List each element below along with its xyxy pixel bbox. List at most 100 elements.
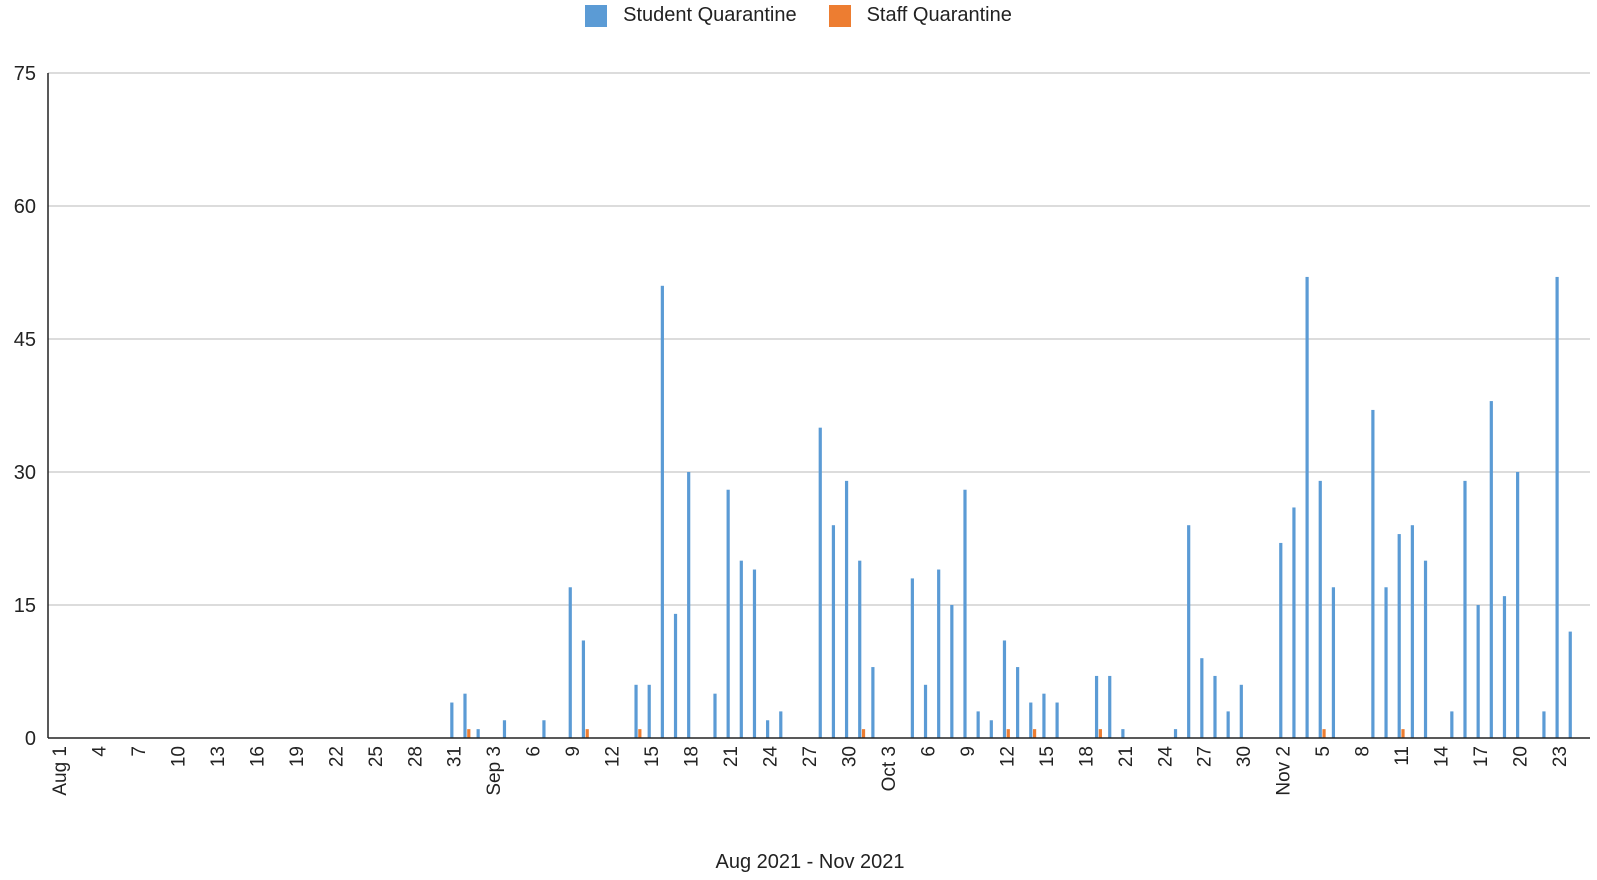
bar-student-quarantine	[1423, 560, 1428, 738]
x-tick-label: 13	[208, 746, 229, 767]
x-tick-label: 30	[839, 746, 860, 767]
x-tick-label: 12	[997, 746, 1018, 767]
bar-student-quarantine	[568, 587, 572, 738]
bar-student-quarantine	[1450, 711, 1454, 738]
x-tick-label: Oct 3	[879, 746, 900, 791]
chart-legend: Student Quarantine Staff Quarantine	[0, 4, 1597, 27]
x-tick-label: 6	[524, 746, 545, 757]
x-tick-label: 6	[918, 746, 939, 757]
x-tick-label: 8	[1353, 746, 1374, 757]
x-tick-label: 14	[1432, 746, 1453, 768]
x-tick-label: 10	[168, 746, 189, 767]
bar-student-quarantine	[910, 578, 914, 738]
x-tick-label: 27	[1195, 746, 1216, 767]
legend-label-staff: Staff Quarantine	[866, 4, 1012, 26]
bar-student-quarantine	[739, 560, 743, 738]
bar-student-quarantine	[634, 684, 638, 738]
x-tick-label: 25	[366, 746, 387, 767]
x-tick-label: 31	[445, 746, 466, 767]
x-tick-label: 5	[1313, 746, 1334, 757]
bar-staff-quarantine	[585, 729, 589, 738]
bar-student-quarantine	[1042, 693, 1046, 738]
bar-student-quarantine	[1318, 480, 1322, 738]
bar-student-quarantine	[1384, 587, 1388, 738]
bar-student-quarantine	[1055, 702, 1059, 738]
x-tick-label: 30	[1234, 746, 1255, 767]
bar-student-quarantine	[463, 693, 467, 738]
bar-staff-quarantine	[1032, 729, 1037, 738]
x-tick-label: 24	[1155, 746, 1176, 768]
bar-student-quarantine	[581, 640, 586, 738]
x-tick-label: 20	[1511, 746, 1532, 767]
bar-student-quarantine	[647, 684, 651, 738]
bar-student-quarantine	[1292, 507, 1296, 738]
bar-student-quarantine	[950, 605, 954, 738]
bar-student-quarantine	[752, 569, 757, 738]
x-tick-label: 21	[721, 746, 742, 767]
x-tick-label: Sep 3	[484, 746, 505, 796]
x-tick-label: 18	[1076, 746, 1097, 767]
bar-student-quarantine	[1568, 631, 1572, 738]
bar-student-quarantine	[542, 720, 546, 738]
bar-student-quarantine	[713, 693, 717, 738]
bar-student-quarantine	[858, 560, 862, 738]
bar-student-quarantine	[1331, 587, 1336, 738]
bar-student-quarantine	[1200, 658, 1204, 738]
bar-student-quarantine	[1226, 711, 1230, 738]
bar-student-quarantine	[1410, 525, 1414, 738]
bar-student-quarantine	[844, 480, 849, 738]
bar-student-quarantine	[1397, 534, 1401, 738]
bar-student-quarantine	[1542, 711, 1546, 738]
x-tick-label: 9	[563, 746, 584, 757]
x-tick-label: 15	[642, 746, 663, 767]
bar-student-quarantine	[502, 720, 507, 738]
x-tick-label: 11	[1392, 746, 1413, 766]
x-tick-label: 4	[89, 746, 110, 757]
legend-label-student: Student Quarantine	[623, 4, 797, 26]
bar-student-quarantine	[766, 720, 770, 738]
bar-student-quarantine	[1305, 276, 1309, 738]
bar-staff-quarantine	[1401, 729, 1405, 738]
bar-student-quarantine	[779, 711, 783, 738]
x-tick-label: 12	[603, 746, 624, 767]
bar-student-quarantine	[1371, 409, 1375, 738]
x-tick-label: 28	[405, 746, 426, 767]
bar-student-quarantine	[673, 613, 678, 738]
bar-student-quarantine	[1108, 675, 1112, 738]
x-axis-title: Aug 2021 - Nov 2021	[715, 851, 904, 873]
bar-student-quarantine	[476, 729, 480, 738]
bar-student-quarantine	[1173, 729, 1178, 738]
bar-staff-quarantine	[1006, 729, 1010, 738]
legend-swatch-staff	[828, 4, 851, 27]
bar-staff-quarantine	[1322, 729, 1326, 738]
bar-student-quarantine	[1555, 276, 1559, 738]
x-tick-label: 9	[958, 746, 979, 757]
bar-student-quarantine	[1516, 472, 1520, 738]
y-tick-label: 45	[14, 329, 36, 351]
legend-item-student: Student Quarantine	[585, 4, 797, 27]
bar-student-quarantine	[1239, 684, 1243, 738]
bar-student-quarantine	[1029, 702, 1033, 738]
bar-student-quarantine	[871, 667, 875, 738]
x-tick-label: 19	[287, 746, 308, 767]
x-tick-label: 18	[682, 746, 703, 767]
x-tick-label: 15	[1037, 746, 1058, 767]
x-tick-label: 23	[1550, 746, 1571, 767]
bar-staff-quarantine	[861, 729, 866, 738]
bar-student-quarantine	[660, 285, 664, 738]
bar-student-quarantine	[726, 489, 730, 738]
x-tick-label: 27	[800, 746, 821, 767]
bar-student-quarantine	[687, 472, 691, 738]
x-tick-label: 16	[247, 746, 268, 767]
bar-student-quarantine	[831, 525, 836, 738]
x-tick-label: 21	[1116, 746, 1137, 767]
axes: 0 15 30 45 60 75 Aug 1 4 7 10 13 16 19 22 25 28 31 Sep 3 6…	[14, 63, 1590, 796]
bar-student-quarantine	[976, 711, 980, 738]
bar-student-quarantine	[1489, 401, 1493, 738]
bar-staff-quarantine	[1098, 729, 1102, 738]
bar-student-quarantine	[1502, 596, 1507, 738]
x-tick-label: 24	[761, 746, 782, 768]
bar-student-quarantine	[923, 684, 928, 738]
bar-student-quarantine	[937, 569, 941, 738]
